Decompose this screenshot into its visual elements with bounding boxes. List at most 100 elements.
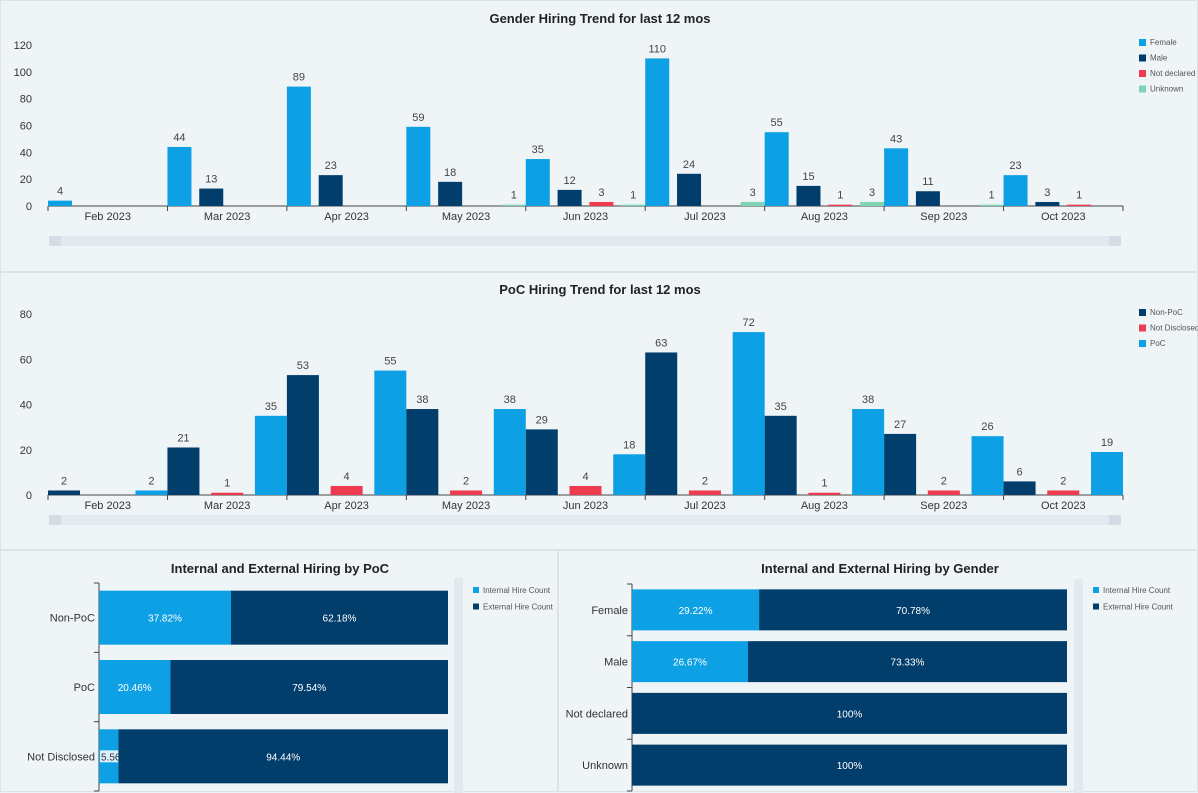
bar-poc[interactable] (852, 409, 885, 495)
bar-external-hire-count[interactable] (759, 589, 1067, 631)
bar-not-disclosed[interactable] (330, 485, 363, 495)
bar-external-hire-count[interactable] (632, 744, 1067, 786)
bar-female[interactable] (167, 146, 192, 206)
bar-not-disclosed[interactable] (569, 485, 602, 495)
bar-male[interactable] (438, 181, 463, 206)
bar-non-poc[interactable] (167, 447, 200, 495)
data-label: 26.67% (673, 658, 707, 669)
scroll-right-button[interactable] (1109, 236, 1121, 246)
bar-not-disclosed[interactable] (1047, 490, 1080, 495)
data-label: 24 (683, 159, 695, 171)
bar-external-hire-count[interactable] (748, 641, 1067, 683)
bar-male[interactable] (677, 173, 702, 206)
bar-male[interactable] (199, 188, 224, 206)
bar-not-disclosed[interactable] (211, 492, 244, 495)
bar-internal-hire-count[interactable] (99, 590, 231, 645)
bar-poc[interactable] (1091, 452, 1123, 495)
legend-swatch-not-disclosed[interactable] (1139, 324, 1146, 332)
horizontal-scrollbar[interactable] (49, 515, 1121, 525)
bar-non-poc[interactable] (884, 433, 917, 495)
legend-swatch-not-declared[interactable] (1139, 70, 1146, 77)
bar-non-poc[interactable] (48, 490, 80, 495)
bar-non-poc[interactable] (525, 429, 558, 495)
bar-unknown[interactable] (979, 204, 1004, 206)
bar-poc[interactable] (374, 370, 407, 495)
y-tick-label: 0 (26, 490, 32, 502)
data-label: 2 (61, 475, 67, 487)
bar-not-declared[interactable] (1067, 204, 1092, 206)
bar-female[interactable] (286, 86, 311, 206)
legend-swatch-non-poc[interactable] (1139, 309, 1146, 316)
bar-non-poc[interactable] (764, 415, 797, 495)
legend-swatch-poc[interactable] (1139, 340, 1146, 347)
chart-title: Internal and External Hiring by PoC (171, 561, 390, 576)
bar-poc[interactable] (971, 436, 1004, 495)
gender-hiring-trend-chart: Gender Hiring Trend for last 12 mos 0 20 40… (14, 11, 1195, 246)
bar-male[interactable] (557, 189, 582, 206)
bar-unknown[interactable] (501, 204, 526, 206)
bar-poc[interactable] (135, 490, 168, 495)
data-label: 59 (412, 112, 424, 124)
scroll-left-button[interactable] (49, 515, 61, 525)
legend-swatch-external-hire-count[interactable] (473, 603, 479, 610)
bar-non-poc[interactable] (645, 352, 678, 495)
bar-poc[interactable] (732, 332, 765, 495)
bar-not-declared[interactable] (828, 204, 853, 206)
bar-non-poc[interactable] (1003, 481, 1036, 495)
bar-unknown[interactable] (621, 204, 646, 206)
bar-non-poc[interactable] (286, 375, 319, 495)
scroll-left-button[interactable] (49, 236, 61, 246)
bar-female[interactable] (406, 126, 431, 206)
bar-internal-hire-count[interactable] (632, 589, 760, 631)
bar-male[interactable] (318, 175, 343, 206)
data-label: 1 (224, 478, 230, 490)
bar-external-hire-count[interactable] (230, 590, 448, 645)
legend-swatch-external-hire-count[interactable] (1093, 603, 1099, 610)
bar-external-hire-count[interactable] (118, 729, 448, 784)
data-label: 2 (463, 475, 469, 487)
legend-swatch-unknown[interactable] (1139, 85, 1146, 93)
bar-not-disclosed[interactable] (450, 490, 483, 495)
data-label: 3 (598, 187, 604, 199)
data-label: 55 (384, 356, 396, 368)
bar-poc[interactable] (493, 409, 526, 495)
legend-label-internal-hire-count: Internal Hire Count (483, 586, 551, 595)
data-label: 55 (771, 117, 783, 129)
legend-swatch-internal-hire-count[interactable] (473, 587, 479, 593)
bar-unknown[interactable] (740, 201, 765, 206)
bar-poc[interactable] (613, 454, 646, 495)
bar-non-poc[interactable] (406, 409, 439, 495)
bar-male[interactable] (915, 191, 940, 206)
bar-female[interactable] (48, 200, 72, 206)
vertical-scrollbar[interactable] (1074, 579, 1083, 793)
data-label: 26 (981, 421, 993, 433)
bar-external-hire-count[interactable] (632, 692, 1067, 734)
bar-female[interactable] (525, 159, 550, 206)
bar-female[interactable] (884, 148, 909, 206)
bar-external-hire-count[interactable] (170, 660, 448, 714)
bar-not-disclosed[interactable] (808, 492, 841, 495)
bar-female[interactable] (1003, 175, 1028, 206)
y-tick-label: Not declared (566, 708, 628, 720)
bar-female[interactable] (764, 132, 789, 206)
bar-internal-hire-count[interactable] (632, 641, 749, 683)
data-label: 35 (532, 144, 544, 156)
horizontal-scrollbar[interactable] (49, 236, 1121, 246)
bar-female[interactable] (645, 58, 670, 206)
vertical-scrollbar[interactable] (454, 578, 463, 793)
scroll-right-button[interactable] (1109, 515, 1121, 525)
bar-not-declared[interactable] (589, 201, 614, 206)
bar-internal-hire-count[interactable] (99, 660, 171, 714)
bar-not-disclosed[interactable] (688, 490, 721, 495)
bar-male[interactable] (796, 185, 821, 206)
legend-swatch-internal-hire-count[interactable] (1093, 587, 1099, 593)
x-tick-label: Apr 2023 (324, 500, 369, 512)
data-label: 35 (265, 401, 277, 413)
legend-swatch-female[interactable] (1139, 39, 1146, 46)
bar-unknown[interactable] (860, 201, 885, 206)
legend-label-internal-hire-count: Internal Hire Count (1103, 586, 1171, 595)
bar-not-disclosed[interactable] (927, 490, 960, 495)
legend-swatch-male[interactable] (1139, 54, 1146, 62)
bar-poc[interactable] (254, 415, 287, 495)
bar-male[interactable] (1035, 201, 1060, 206)
